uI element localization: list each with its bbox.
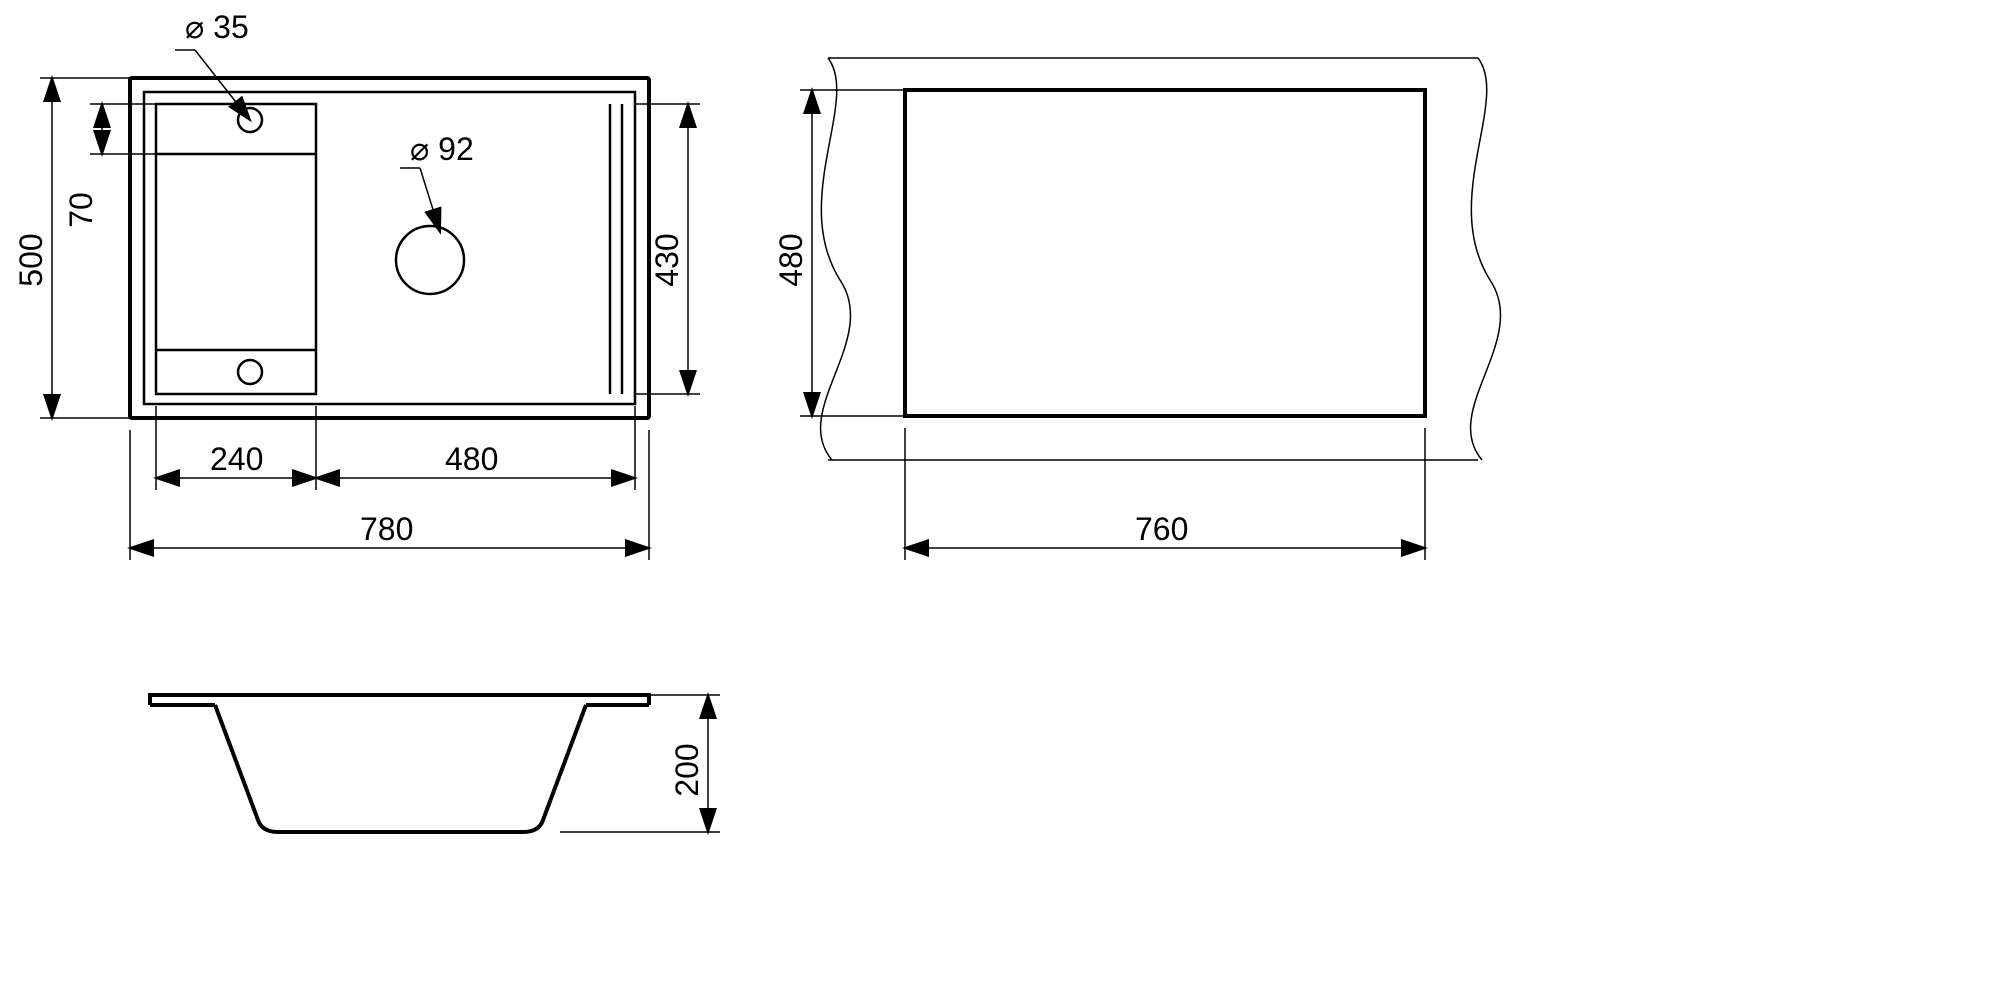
dim-240-text: 240 — [210, 441, 263, 477]
tap-hole-bottom — [238, 360, 262, 384]
break-line-right — [1471, 58, 1501, 460]
bowl-profile — [215, 705, 586, 832]
dim-430-text: 430 — [649, 233, 685, 286]
side-view: 200 — [150, 695, 720, 832]
dim-70-text: 70 — [63, 192, 99, 228]
dim-200-text: 200 — [669, 743, 705, 796]
break-line-left — [821, 58, 851, 460]
dim-760-text: 760 — [1135, 511, 1188, 547]
diameter-35-label: ⌀ 35 — [185, 9, 249, 45]
diameter-92-leader: ⌀ 92 — [400, 131, 474, 232]
dim-780-text: 780 — [360, 511, 413, 547]
cutout-view: 480 760 — [773, 58, 1501, 560]
sink-inner-rim — [144, 92, 635, 404]
cutout-rect — [905, 90, 1425, 416]
technical-drawing: ⌀ 35 ⌀ 92 500 70 430 240 — [0, 0, 2000, 990]
sink-outer — [130, 78, 649, 418]
drain-hole — [396, 226, 464, 294]
dim-500-text: 500 — [13, 233, 49, 286]
flange-top — [150, 695, 649, 705]
diameter-92-label: ⌀ 92 — [410, 131, 474, 167]
top-view: ⌀ 35 ⌀ 92 500 70 430 240 — [13, 9, 700, 560]
dim-480v-text: 480 — [773, 233, 809, 286]
dim-480-text: 480 — [445, 441, 498, 477]
